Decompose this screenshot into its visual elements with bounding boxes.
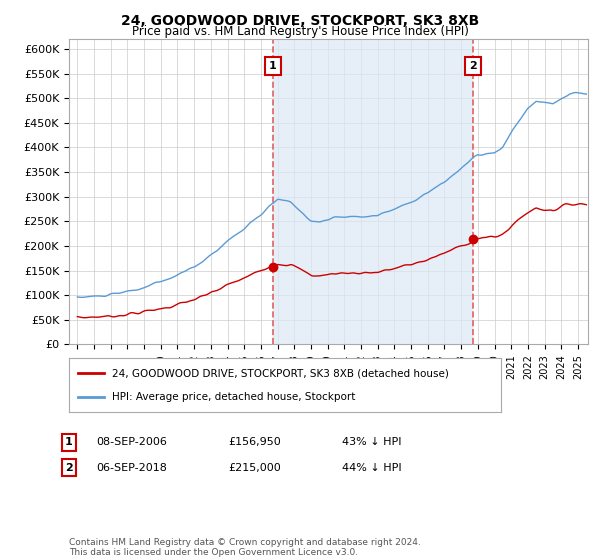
Bar [273,39,473,344]
Text: £215,000: £215,000 [228,463,281,473]
Text: 44% ↓ HPI: 44% ↓ HPI [342,463,401,473]
Text: 43% ↓ HPI: 43% ↓ HPI [342,437,401,447]
Text: 24, GOODWOOD DRIVE, STOCKPORT, SK3 8XB: 24, GOODWOOD DRIVE, STOCKPORT, SK3 8XB [121,14,479,28]
Text: 08-SEP-2006: 08-SEP-2006 [96,437,167,447]
Text: 1: 1 [269,61,277,71]
Text: 2: 2 [65,463,73,473]
Text: 06-SEP-2018: 06-SEP-2018 [96,463,167,473]
Text: Price paid vs. HM Land Registry's House Price Index (HPI): Price paid vs. HM Land Registry's House … [131,25,469,38]
Text: Contains HM Land Registry data © Crown copyright and database right 2024.
This d: Contains HM Land Registry data © Crown c… [69,538,421,557]
Text: HPI: Average price, detached house, Stockport: HPI: Average price, detached house, Stoc… [112,391,356,402]
Text: 24, GOODWOOD DRIVE, STOCKPORT, SK3 8XB (detached house): 24, GOODWOOD DRIVE, STOCKPORT, SK3 8XB (… [112,368,449,379]
Text: 1: 1 [65,437,73,447]
Text: £156,950: £156,950 [228,437,281,447]
Text: 2: 2 [469,61,477,71]
